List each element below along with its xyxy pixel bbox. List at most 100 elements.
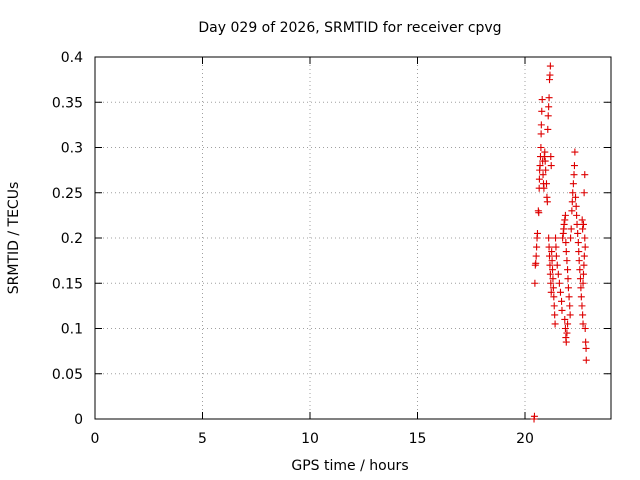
data-point-marker [550,302,558,310]
data-point-marker [578,216,586,224]
data-point-marker [554,270,562,278]
data-point-marker [572,202,580,210]
data-point-marker [556,288,564,296]
data-point-marker [552,234,560,242]
y-tick-label: 0.25 [52,186,83,202]
data-point-marker [564,266,572,274]
data-point-marker [580,252,588,260]
data-point-marker [545,234,553,242]
data-point-marker [551,320,559,328]
data-point-marker [542,166,550,174]
data-point-marker [559,234,567,242]
data-point-marker [544,112,552,120]
data-point-marker [581,243,589,251]
data-point-marker [579,320,587,328]
data-point-marker [538,96,546,104]
y-tick-label: 0.1 [61,322,83,338]
data-point-marker [546,252,554,260]
axis-ticks: 0 0.05 0.1 0.15 0.2 0.25 0.3 0.35 0.4 0 5 10 15 20 [52,50,611,447]
data-point-marker [582,338,590,346]
data-point-marker [563,257,571,265]
data-point-marker [533,243,541,251]
data-point-marker [541,148,549,156]
data-point-marker [576,266,584,274]
x-tick-label: 10 [301,431,319,447]
data-point-marker [550,293,558,301]
x-axis-label: GPS time / hours [291,458,408,474]
data-point-marker [570,162,578,170]
data-point-marker [578,302,586,310]
data-point-marker [549,266,557,274]
data-point-marker [545,94,553,102]
data-point-marker [538,107,546,115]
data-point-marker [535,175,543,183]
data-point-marker [581,171,589,179]
data-point-marker [582,344,590,352]
data-point-marker [531,279,539,287]
data-point-marker [541,157,549,165]
data-point-marker [561,315,569,323]
data-point-marker [577,293,585,301]
data-point-marker [571,148,579,156]
data-point-marker [543,198,551,206]
data-point-marker [537,130,545,138]
data-point-marker [532,252,540,260]
data-point-marker [582,356,590,364]
data-point-marker [577,284,585,292]
data-point-marker [574,239,582,247]
data-point-marker [547,153,555,161]
data-point-marker [575,257,583,265]
data-point-marker [566,311,574,319]
y-axis-label: SRMTID / TECUs [6,182,22,295]
y-tick-label: 0.15 [52,276,83,292]
data-point-marker [569,180,577,188]
data-point-marker [539,171,547,179]
data-point-marker [536,162,544,170]
data-point-marker [547,288,555,296]
data-point-marker [537,144,545,151]
data-point-marker [569,189,577,197]
data-point-marker [563,329,571,337]
data-point-marker [543,180,550,188]
data-point-marker [547,279,555,287]
data-point-marker [555,279,563,287]
data-point-marker [568,207,576,215]
data-point-marker [544,125,552,133]
y-tick-label: 0.4 [61,50,83,66]
data-point-marker [580,189,588,197]
data-point-marker [548,248,556,256]
data-point-marker [579,220,587,228]
data-point-marker [540,184,548,192]
data-point-marker [579,225,587,233]
data-point-marker [546,261,554,269]
data-point-marker [558,306,566,314]
data-point-marker [564,275,572,283]
data-point-marker [532,259,540,267]
data-point-marker [552,243,560,251]
data-point-marker [552,252,560,260]
data-point-marker [553,261,561,269]
data-point-marker [546,270,554,278]
data-point-marker [576,275,584,283]
data-point-marker [581,234,589,242]
data-point-marker [562,338,570,346]
data-point-marker [564,320,572,328]
data-point-marker [581,325,589,332]
data-point-marker [545,103,553,111]
data-point-marker [561,325,569,332]
data-point-marker [566,302,574,310]
data-point-marker [575,248,583,256]
data-point-marker [549,284,557,292]
x-tick-label: 0 [91,431,100,447]
data-point-marker [579,311,587,319]
data-point-marker [535,209,543,217]
y-tick-label: 0 [74,412,83,428]
data-points [530,62,590,423]
data-point-marker [572,193,580,201]
data-point-marker [579,270,587,278]
y-tick-label: 0.35 [52,95,83,111]
data-point-marker [547,162,555,170]
data-point-marker [545,243,553,251]
data-point-marker [537,121,545,129]
